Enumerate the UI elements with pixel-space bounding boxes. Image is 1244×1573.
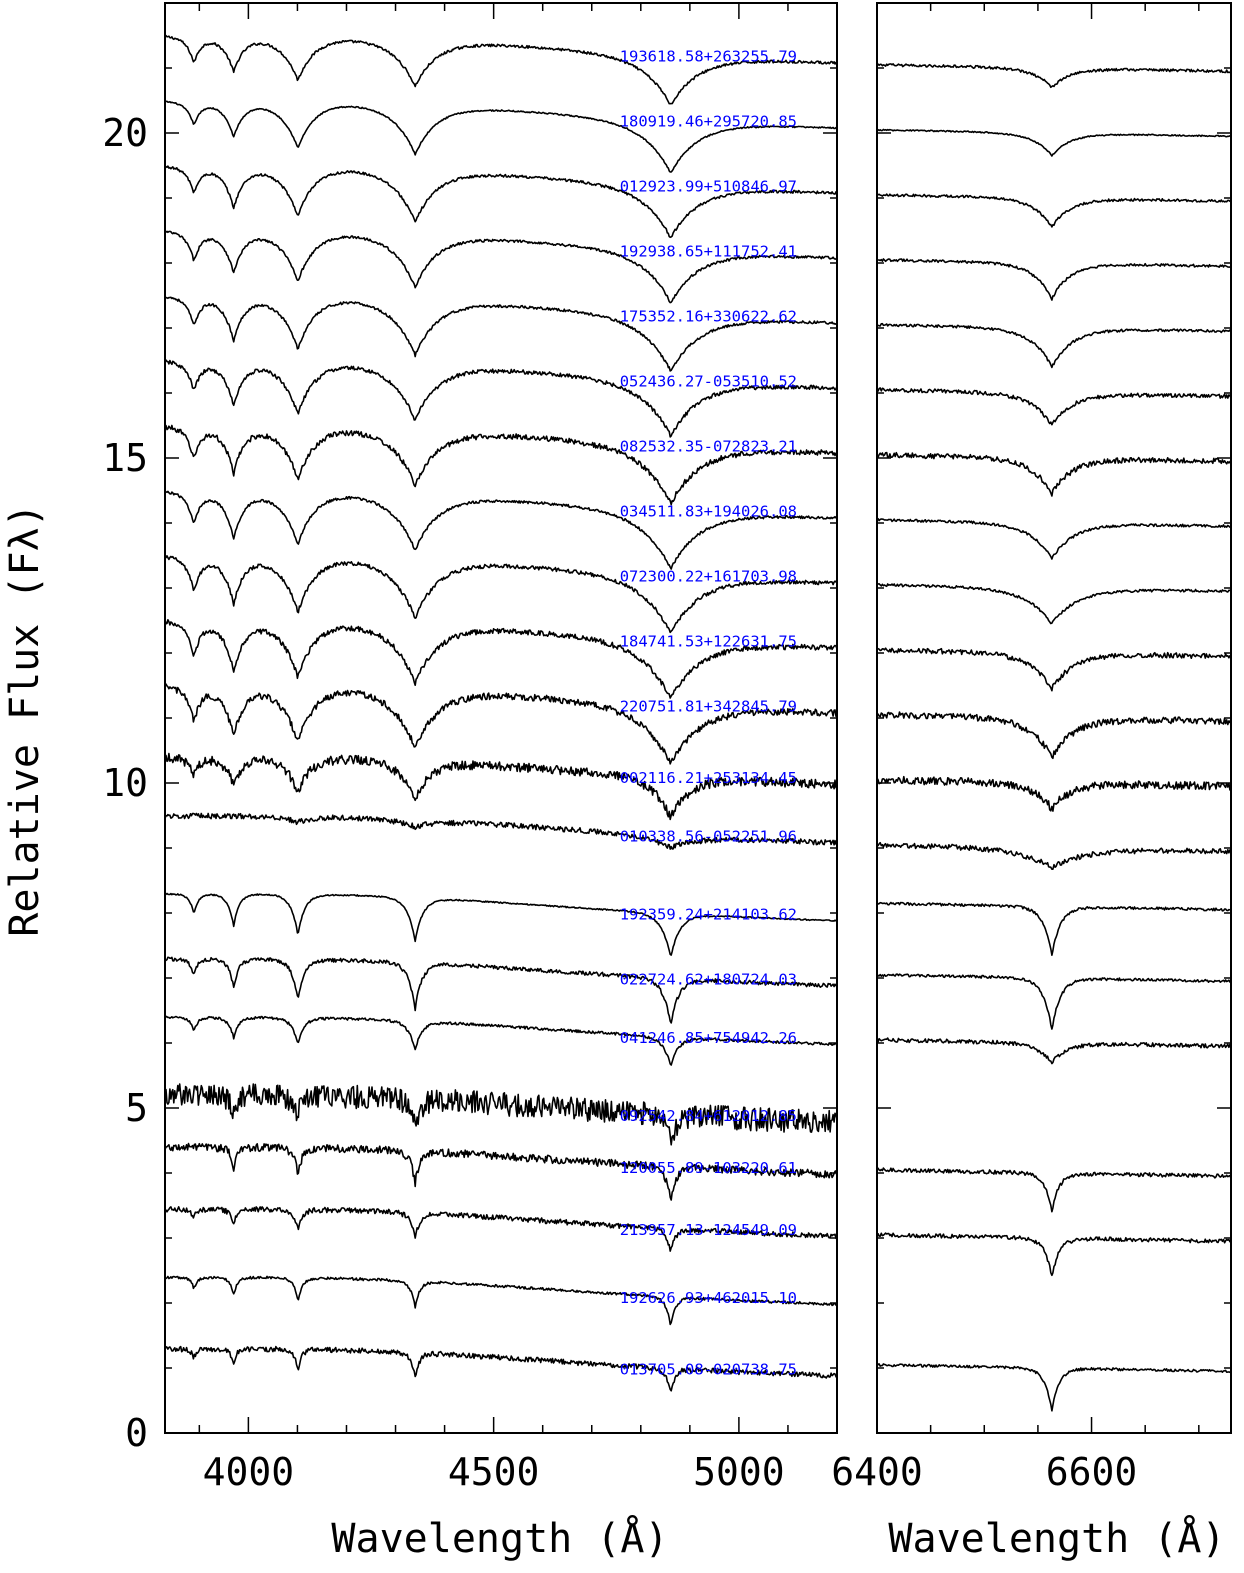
spectrum-012923.99+510846.97 (164, 165, 838, 239)
halpha-spectrum-002116.21+253134.45 (876, 775, 1232, 812)
star-label-034511.83+194026.08: 034511.83+194026.08 (620, 503, 797, 521)
y-tick-label: 5 (125, 1086, 148, 1130)
spectrum-120055.89-103220.61 (164, 1142, 838, 1201)
halpha-spectrum-041246.85+754942.26 (876, 1037, 1232, 1065)
halpha-spectrum-175352.16+330622.62 (876, 322, 1232, 369)
halpha-spectrum-213957.13-124549.09 (876, 1232, 1232, 1277)
y-axis-title: Relative Flux (Fλ) (2, 503, 48, 936)
star-label-192359.24+214103.62: 192359.24+214103.62 (620, 906, 797, 924)
halpha-spectrum-220751.81+342845.79 (876, 711, 1232, 760)
halpha-spectrum-192938.65+111752.41 (876, 258, 1232, 301)
star-label-193618.58+263255.79: 193618.58+263255.79 (620, 48, 797, 66)
spectrum-175352.16+330622.62 (164, 295, 838, 372)
x-tick-label: 6400 (831, 1450, 923, 1494)
halpha-spectrum-072300.22+161703.98 (876, 583, 1232, 625)
spectrum-092542.84+612012.85 (164, 1083, 838, 1146)
red-panel-x-axis-title: Wavelength (Å) (888, 1514, 1225, 1562)
y-tick-label: 15 (102, 436, 148, 480)
star-label-022724.62+180724.03: 022724.62+180724.03 (620, 971, 797, 989)
halpha-spectrum-010338.56-052251.96 (876, 841, 1232, 870)
halpha-spectrum-193618.58+263255.79 (876, 63, 1232, 89)
star-label-180919.46+295720.85: 180919.46+295720.85 (620, 113, 797, 131)
halpha-spectrum-013705.08-020738.75 (876, 1363, 1232, 1412)
spectrum-193618.58+263255.79 (164, 34, 838, 105)
star-label-010338.56-052251.96: 010338.56-052251.96 (620, 828, 797, 846)
star-label-041246.85+754942.26: 041246.85+754942.26 (620, 1029, 797, 1047)
star-label-184741.53+122631.75: 184741.53+122631.75 (620, 633, 797, 651)
halpha-spectrum-022724.62+180724.03 (876, 973, 1232, 1030)
spectrum-220751.81+342845.79 (164, 682, 838, 765)
spectrum-041246.85+754942.26 (164, 1015, 838, 1066)
blue-panel-spectra (164, 34, 838, 1392)
star-label-072300.22+161703.98: 072300.22+161703.98 (620, 568, 797, 586)
spectrum-192626.93+462015.10 (164, 1275, 838, 1326)
axis-tick-labels: 0 5 10 15 20 4000 4500 5000 6400 6600 (102, 111, 1137, 1494)
spectrum-022724.62+180724.03 (165, 956, 838, 1024)
star-label-002116.21+253134.45: 002116.21+253134.45 (620, 769, 797, 787)
spectrum-184741.53+122631.75 (164, 619, 838, 699)
star-label-192626.93+462015.10: 192626.93+462015.10 (620, 1289, 797, 1307)
spectrum-002116.21+253134.45 (164, 752, 838, 821)
spectrum-013705.08-020738.75 (164, 1345, 838, 1392)
x-tick-label: 4500 (448, 1450, 540, 1494)
spectrum-192359.24+214103.62 (164, 892, 838, 956)
star-label-192938.65+111752.41: 192938.65+111752.41 (620, 243, 797, 261)
halpha-spectrum-180919.46+295720.85 (876, 128, 1232, 157)
halpha-spectrum-082532.35-072823.21 (876, 451, 1232, 497)
spectrum-082532.35-072823.21 (164, 424, 838, 506)
star-label-175352.16+330622.62: 175352.16+330622.62 (620, 308, 797, 326)
halpha-spectrum-120055.89-103220.61 (876, 1167, 1232, 1213)
x-tick-label: 4000 (203, 1450, 295, 1494)
halpha-spectrum-012923.99+510846.97 (876, 193, 1231, 228)
spectrum-010338.56-052251.96 (164, 812, 838, 850)
blue-panel-star-labels: 193618.58+263255.79 180919.46+295720.85 01… (620, 48, 797, 1379)
star-label-120055.89-103220.61: 120055.89-103220.61 (620, 1159, 797, 1177)
x-tick-label: 5000 (693, 1450, 785, 1494)
halpha-spectrum-184741.53+122631.75 (876, 647, 1232, 692)
spectrum-034511.83+194026.08 (164, 490, 838, 570)
spectrum-072300.22+161703.98 (164, 554, 837, 634)
spectrum-052436.27-053510.52 (164, 359, 838, 438)
red-panel-ticks (876, 2, 1231, 1434)
star-label-013705.08-020738.75: 013705.08-020738.75 (620, 1361, 797, 1379)
blue-spectra-panel: 193618.58+263255.79 180919.46+295720.85 01… (164, 2, 838, 1434)
x-tick-label: 6600 (1046, 1450, 1138, 1494)
star-label-092542.84+612012.85: 092542.84+612012.85 (620, 1107, 797, 1125)
spectrum-192938.65+111752.41 (164, 230, 838, 304)
blue-panel-x-axis-title: Wavelength (Å) (331, 1514, 668, 1562)
spectrum-213957.13-124549.09 (164, 1206, 838, 1252)
halpha-spectrum-034511.83+194026.08 (876, 517, 1231, 560)
spectrum-180919.46+295720.85 (164, 100, 838, 173)
red-panel-spectra (876, 63, 1232, 1412)
star-label-213957.13-124549.09: 213957.13-124549.09 (620, 1221, 797, 1239)
y-tick-label: 10 (102, 761, 148, 805)
star-label-220751.81+342845.79: 220751.81+342845.79 (620, 698, 797, 716)
star-label-012923.99+510846.97: 012923.99+510846.97 (620, 178, 797, 196)
y-tick-label: 20 (102, 111, 148, 155)
star-label-082532.35-072823.21: 082532.35-072823.21 (620, 438, 797, 456)
halpha-spectrum-052436.27-053510.52 (876, 387, 1232, 426)
halpha-spectrum-192359.24+214103.62 (876, 901, 1232, 956)
y-tick-label: 0 (125, 1411, 148, 1455)
red-spectra-panel (876, 2, 1232, 1434)
star-label-052436.27-053510.52: 052436.27-053510.52 (620, 373, 797, 391)
